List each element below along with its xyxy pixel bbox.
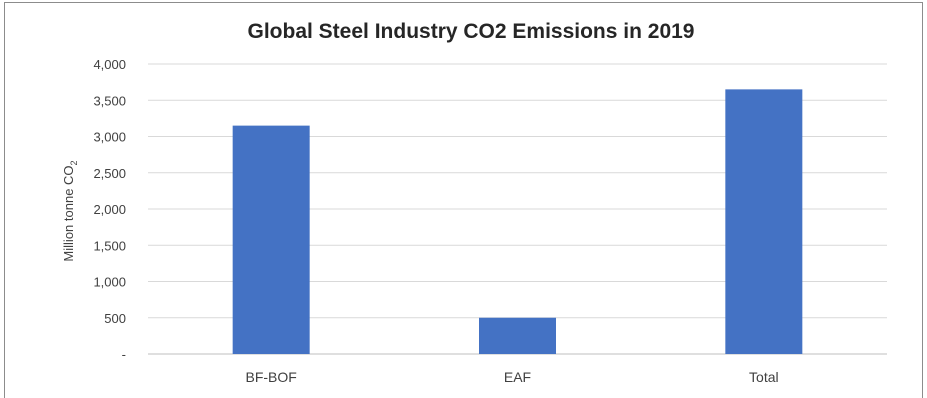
y-tick-label: 3,500 — [93, 93, 126, 108]
bar-total — [725, 89, 803, 354]
y-tick-label: 1,000 — [93, 275, 126, 290]
y-tick-label: - — [122, 347, 126, 362]
y-tick-label: 3,000 — [93, 130, 126, 145]
bars — [232, 89, 803, 354]
y-axis-title-subscript: 2 — [69, 160, 79, 165]
x-tick-label: Total — [749, 369, 779, 385]
y-tick-label: 500 — [104, 311, 126, 326]
y-tick-label: 4,000 — [93, 57, 126, 72]
x-tick-label: EAF — [504, 369, 531, 385]
bar-eaf — [479, 317, 556, 354]
y-axis-title: Million tonne CO2 — [61, 160, 79, 261]
y-axis-ticks: - 500 1,000 1,500 2,000 2,500 3,000 3,500 4,000 — [93, 57, 126, 362]
y-axis-title-text: Million tonne CO — [61, 165, 76, 261]
chart-title: Global Steel Industry CO2 Emissions in 2… — [248, 20, 695, 43]
y-tick-label: 2,500 — [93, 166, 126, 181]
svg-text:Million tonne CO2: Million tonne CO2 — [61, 160, 79, 261]
bar-bf-bof — [232, 125, 310, 354]
y-tick-label: 1,500 — [93, 238, 126, 253]
y-tick-label: 2,000 — [93, 202, 126, 217]
x-axis-ticks: BF-BOF EAF Total — [245, 369, 778, 385]
x-tick-label: BF-BOF — [245, 369, 296, 385]
